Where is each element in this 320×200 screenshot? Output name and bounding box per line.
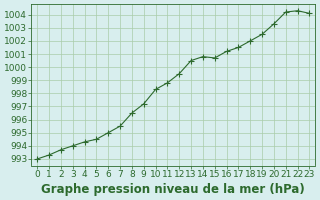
X-axis label: Graphe pression niveau de la mer (hPa): Graphe pression niveau de la mer (hPa) (42, 183, 305, 196)
